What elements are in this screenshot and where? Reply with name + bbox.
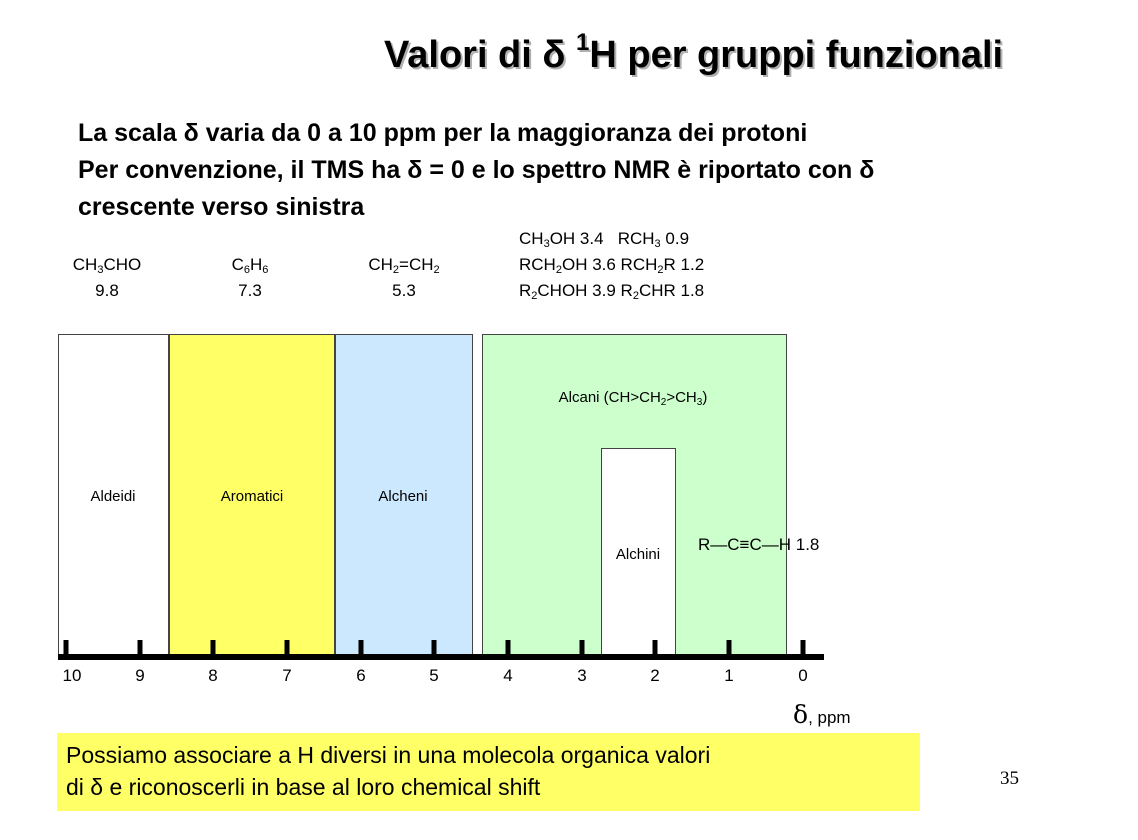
alkane-example-line: R2CHOH 3.9 R2CHR 1.8 [519, 278, 704, 304]
formula-part: C [231, 255, 244, 274]
note-line: Possiamo associare a H diversi in una mo… [66, 742, 711, 768]
axis-tick-label: 8 [208, 666, 218, 685]
band-alcheni [335, 334, 473, 655]
axis-tick [358, 640, 364, 656]
label-part: >CH [666, 389, 697, 406]
alkane-example-line: RCH2OH 3.6 RCH2R 1.2 [519, 252, 704, 278]
axis-tick-label: 4 [503, 666, 513, 685]
alkene-example: CH2=CH2 5.3 [352, 252, 456, 304]
formula-part: R 1.2 [663, 255, 705, 274]
axis-tick-label: 2 [650, 666, 660, 685]
formula-subscript: 3 [97, 264, 104, 276]
axis-tick [210, 640, 216, 656]
title-superscript: 1 [576, 29, 590, 56]
formula-part: OH 3.4 RCH [549, 229, 655, 248]
formula-part: CHOH 3.9 R [537, 281, 633, 300]
axis-tick [284, 640, 290, 656]
intro-line: crescente verso sinistra [78, 193, 365, 221]
axis-tick [726, 640, 732, 656]
label-aldeidi: Aldeidi [90, 488, 136, 505]
intro-line: Per convenzione, il TMS ha δ = 0 e lo sp… [78, 156, 875, 184]
formula-part: OH 3.6 RCH [561, 255, 658, 274]
formula-part: =CH [399, 255, 434, 274]
aromatic-value: 7.3 [238, 281, 262, 300]
label-subscript: 2 [660, 397, 667, 408]
alkene-formula: CH2=CH2 [352, 252, 456, 278]
axis-tick-label: 3 [577, 666, 587, 685]
formula-part: 0.9 [660, 229, 690, 248]
axis-tick-label: 1 [724, 666, 734, 685]
formula-part: H [250, 255, 263, 274]
axis-tick-label: 5 [429, 666, 439, 685]
delta-symbol: δ [793, 700, 809, 729]
formula-part: CHR 1.8 [638, 281, 705, 300]
axis-tick [800, 640, 806, 656]
aldehyde-value: 9.8 [95, 281, 119, 300]
label-alcani: Alcani (CH>CH2>CH3) [558, 389, 708, 408]
formula-subscript: 6 [243, 264, 250, 276]
alkane-example-line: CH3OH 3.4 RCH3 0.9 [519, 226, 704, 252]
axis-tick [579, 640, 585, 656]
formula-subscript: 3 [654, 238, 661, 250]
axis-unit-text: , ppm [808, 708, 851, 727]
slide-title: Valori di δ 1H per gruppi funzionali [384, 31, 1004, 77]
title-rest: H per gruppi funzionali [589, 34, 1004, 76]
axis-tick-label: 10 [62, 666, 82, 685]
title-text: Valori di δ [384, 34, 566, 76]
aromatic-formula: C6H6 [215, 252, 285, 278]
band-alchini [601, 448, 676, 655]
axis-tick-label: 9 [135, 666, 145, 685]
axis-tick-label: 6 [356, 666, 366, 685]
aldehyde-example: CH3CHO 9.8 [62, 252, 152, 304]
intro-text: La scala δ varia da 0 a 10 ppm per la ma… [78, 115, 874, 226]
label-part: ) [702, 389, 708, 406]
formula-part: R [519, 281, 532, 300]
formula-subscript: 2 [392, 264, 400, 276]
axis-tick-label: 7 [282, 666, 292, 685]
axis-tick [505, 640, 511, 656]
axis-tick [137, 640, 143, 656]
axis-tick-label: 0 [798, 666, 808, 685]
label-subscript: 3 [696, 397, 703, 408]
axis-tick [652, 640, 658, 656]
formula-subscript: 6 [262, 264, 269, 276]
alkene-value: 5.3 [392, 281, 416, 300]
formula-part: CH [519, 229, 544, 248]
formula-subscript: 3 [543, 238, 550, 250]
formula-part: CHO [103, 255, 142, 274]
formula-part: RCH [519, 255, 556, 274]
formula-part: CH [72, 255, 98, 274]
band-aldeidi [58, 334, 169, 655]
summary-note: Possiamo associare a H diversi in una mo… [57, 733, 920, 811]
axis-tick [431, 640, 437, 656]
intro-line: La scala δ varia da 0 a 10 ppm per la ma… [78, 119, 808, 147]
axis-unit-label: δ, ppm [793, 700, 851, 729]
page-number: 35 [1000, 768, 1019, 789]
aldehyde-formula: CH3CHO [62, 252, 152, 278]
formula-subscript: 2 [531, 290, 538, 302]
formula-subscript: 2 [657, 264, 664, 276]
ppm-axis-line [58, 654, 824, 660]
formula-part: CH [368, 255, 393, 274]
formula-subscript: 2 [555, 264, 562, 276]
axis-tick [63, 640, 69, 656]
alkane-examples: CH3OH 3.4 RCH3 0.9 RCH2OH 3.6 RCH2R 1.2 … [519, 226, 704, 304]
label-part: Alcani (CH>CH [558, 389, 661, 406]
note-line: di δ e riconoscerli in base al loro chem… [66, 774, 541, 800]
aromatic-example: C6H6 7.3 [215, 252, 285, 304]
formula-subscript: 2 [433, 264, 440, 276]
label-aromatici: Aromatici [220, 488, 284, 505]
label-alchini: Alchini [615, 546, 661, 563]
label-alcheni: Alcheni [378, 488, 428, 505]
formula-subscript: 2 [632, 290, 639, 302]
alkyne-example: R—C≡C—H 1.8 [698, 535, 820, 554]
